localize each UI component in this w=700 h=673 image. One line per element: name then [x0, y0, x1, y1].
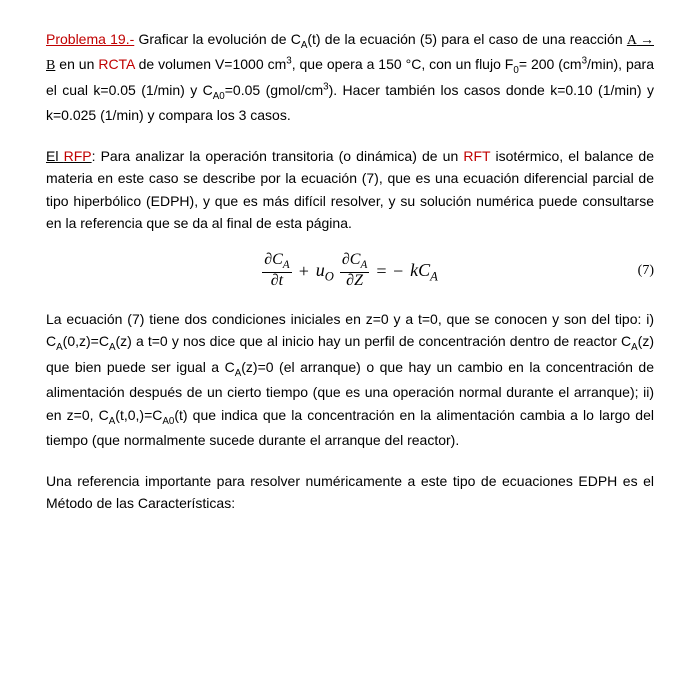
text: (0,z)=C: [63, 333, 109, 349]
text: Graficar la evolución de C: [134, 31, 301, 47]
text: Una referencia importante para resolver …: [46, 473, 654, 511]
fraction-dca-dt: ∂CA ∂t: [262, 252, 291, 290]
reference-paragraph: Una referencia importante para resolver …: [46, 470, 654, 515]
rhs: kCA: [410, 256, 438, 287]
text: =0.05 (gmol/cm: [225, 82, 323, 98]
numerator: ∂CA: [262, 252, 291, 272]
equation-body: ∂CA ∂t + uO ∂CA ∂Z = − kCA: [262, 252, 438, 290]
text: ∂C: [342, 251, 361, 268]
text: en un: [55, 56, 98, 72]
reactant-b: B: [46, 58, 55, 73]
numerator: ∂CA: [340, 252, 369, 272]
rfp-label: RFP: [64, 148, 92, 164]
sub: O: [325, 269, 334, 283]
sub: A: [283, 260, 290, 272]
equation-number: (7): [638, 260, 654, 282]
arrow-icon: →: [636, 33, 654, 48]
sub: A: [430, 269, 438, 283]
rfp-paragraph: El RFP: Para analizar la operación trans…: [46, 145, 654, 235]
sub: A0: [162, 416, 174, 427]
fraction-dca-dz: ∂CA ∂Z: [340, 252, 369, 290]
text: , que opera a 150 °C, con un flujo F: [292, 56, 514, 72]
sub: A: [360, 260, 367, 272]
equals-sign: = −: [375, 257, 404, 286]
text: = 200 (cm: [519, 56, 582, 72]
text: (t) de la ecuación (5) para el caso de u…: [307, 31, 626, 47]
rcta-label: RCTA: [98, 56, 134, 72]
text: El: [46, 148, 64, 164]
text: de volumen V=1000 cm: [135, 56, 287, 72]
sub: A0: [213, 91, 225, 102]
denominator: ∂Z: [344, 273, 365, 290]
problem-label: Problema 19.-: [46, 31, 134, 47]
u-term: uO: [316, 256, 334, 287]
conditions-paragraph: La ecuación (7) tiene dos condiciones in…: [46, 308, 654, 452]
text: : Para analizar la operación transitoria…: [92, 148, 464, 164]
reactant-a: A: [627, 33, 636, 48]
text: kC: [410, 260, 430, 280]
text: ∂C: [264, 251, 283, 268]
equation-7: ∂CA ∂t + uO ∂CA ∂Z = − kCA (7): [46, 252, 654, 290]
document-page: Problema 19.- Graficar la evolución de C…: [0, 0, 700, 552]
problem-19-paragraph: Problema 19.- Graficar la evolución de C…: [46, 28, 654, 127]
text: u: [316, 260, 325, 280]
rft-label: RFT: [463, 148, 490, 164]
plus-sign: +: [298, 257, 310, 286]
text: (z) a t=0 y nos dice que al inicio hay u…: [116, 333, 632, 349]
text: (t,0,)=C: [115, 407, 162, 423]
el-rfp-heading: El RFP: [46, 148, 92, 164]
denominator: ∂t: [269, 273, 285, 290]
